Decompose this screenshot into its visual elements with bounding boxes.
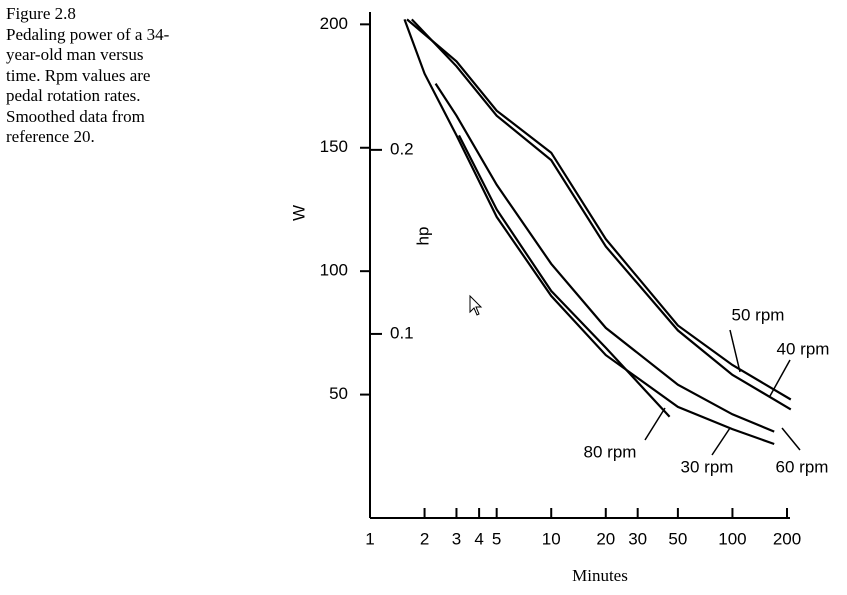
x-tick-label: 100 [718, 529, 746, 548]
x-tick-label: 20 [596, 529, 615, 548]
x-tick-label: 2 [420, 529, 429, 548]
y-tick-label: 50 [329, 384, 348, 403]
caption-line: Pedaling power of a 34- [6, 24, 170, 44]
x-tick-label: 30 [628, 529, 647, 548]
series-label: 30 rpm [681, 457, 734, 476]
x-tick-label: 10 [542, 529, 561, 548]
series-label: 50 rpm [732, 305, 785, 324]
caption-text: Pedaling power of a 34- year-old man vers… [6, 25, 169, 148]
cursor [469, 294, 483, 316]
line-series [411, 18, 792, 411]
series-label: 80 rpm [584, 442, 637, 461]
label-pointer [781, 427, 801, 451]
y2-tick-label: 0.2 [390, 139, 414, 158]
y-axis-label: W [289, 205, 308, 221]
y-tick-label: 100 [320, 261, 348, 280]
x-tick-label: 4 [474, 529, 483, 548]
caption-line: time. Rpm values are [6, 65, 151, 85]
figure-label: Figure 2.8 [6, 4, 76, 23]
label-pointer [711, 427, 731, 456]
y2-tick-label: 0.1 [390, 323, 414, 342]
caption-line: Smoothed data from [6, 106, 145, 126]
series-label: 60 rpm [776, 457, 829, 476]
x-tick-label: 50 [668, 529, 687, 548]
caption-line: pedal rotation rates. [6, 86, 141, 105]
label-pointer [729, 329, 741, 373]
x-axis-label: Minutes [572, 566, 628, 585]
x-tick-label: 5 [492, 529, 501, 548]
caption-line: reference 20. [6, 127, 95, 146]
x-tick-label: 200 [773, 529, 801, 548]
line-series [458, 134, 671, 418]
y-tick-label: 150 [320, 137, 348, 156]
caption: Figure 2.8 Pedaling power of a 34- year-o… [6, 4, 169, 148]
x-tick-label: 3 [452, 529, 461, 548]
series-label: 40 rpm [777, 339, 830, 358]
line-series [403, 19, 775, 446]
y2-axis-label: hp [413, 227, 432, 246]
x-tick-label: 1 [365, 529, 374, 548]
line-series [434, 82, 775, 433]
y-tick-label: 200 [320, 14, 348, 33]
caption-line: year-old man versus [6, 45, 144, 64]
label-pointer [769, 359, 791, 397]
label-pointer [644, 407, 666, 441]
line-series [406, 18, 792, 401]
